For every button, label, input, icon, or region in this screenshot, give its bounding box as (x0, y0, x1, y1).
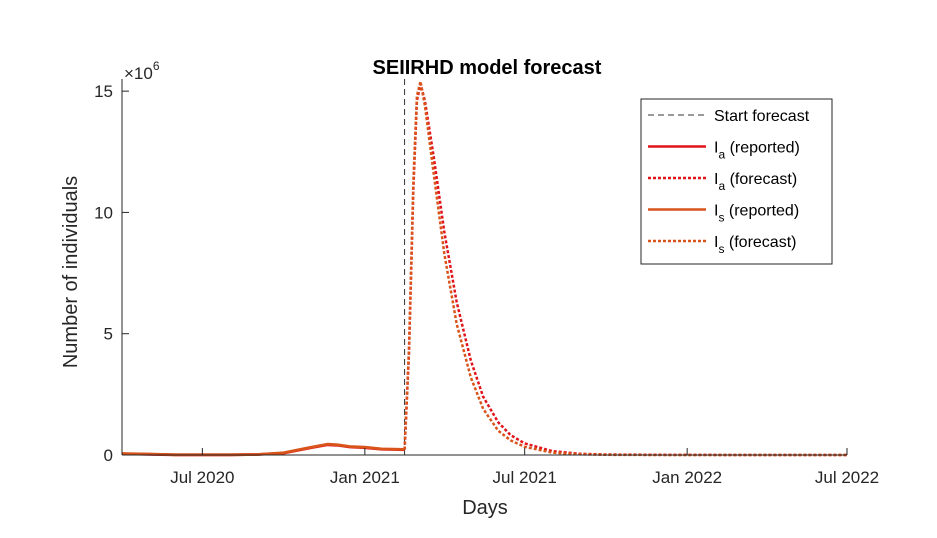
x-tick-label: Jan 2022 (652, 468, 722, 487)
y-exponent-power: 6 (153, 59, 160, 73)
chart-title: SEIIRHD model forecast (373, 57, 602, 79)
y-tick-label: 10 (94, 203, 113, 222)
legend-label: Ia (forecast) (714, 171, 797, 193)
x-axis-title: Days (462, 497, 508, 519)
x-tick-label: Jul 2022 (815, 468, 879, 487)
y-axis-title: Number of individuals (60, 176, 82, 368)
legend-label: Ia (reported) (714, 140, 800, 162)
x-tick-label: Jul 2021 (493, 468, 557, 487)
y-tick-label: 0 (104, 446, 113, 465)
axes: Jul 2020 Jan 2021 Jul 2021 Jan 2022 Jul 2022… (94, 79, 879, 487)
legend-box (640, 98, 833, 265)
series-line-is-forecast (403, 80, 847, 457)
legend: Start forecast Ia (reported) Ia (forecast)… (640, 98, 833, 265)
series-layer (121, 79, 847, 457)
legend-label: Start forecast (714, 108, 810, 125)
y-tick-label: 5 (104, 325, 113, 344)
y-exponent-base: ×10 (124, 64, 153, 83)
x-tick-label: Jan 2021 (330, 468, 400, 487)
x-tick-label: Jul 2020 (170, 468, 234, 487)
y-exponent: ×106 (124, 59, 160, 83)
legend-label: Is (reported) (714, 203, 799, 225)
legend-label: Is (forecast) (714, 234, 796, 256)
y-tick-label: 15 (94, 82, 113, 101)
